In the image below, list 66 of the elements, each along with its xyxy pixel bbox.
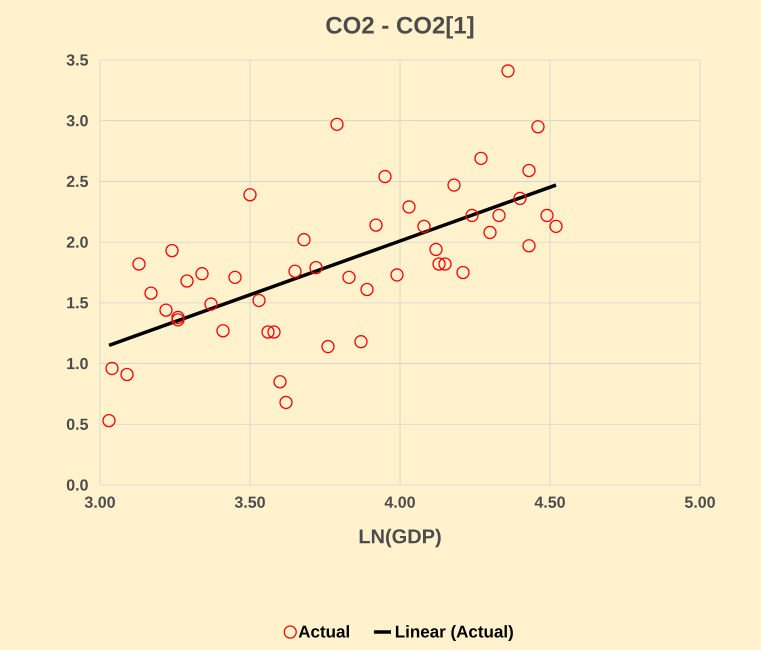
point xyxy=(417,220,431,233)
x-tick-label: 4.00 xyxy=(384,496,415,508)
chart-title: CO2 - CO2[1] xyxy=(326,16,474,38)
point xyxy=(456,266,470,280)
point xyxy=(474,152,488,165)
point xyxy=(402,200,416,214)
point xyxy=(540,208,554,222)
point xyxy=(447,178,461,192)
point xyxy=(144,286,158,300)
point xyxy=(432,257,446,271)
legend-label: Actual xyxy=(298,625,349,638)
y-tick-label: 1.0 xyxy=(67,358,88,370)
point xyxy=(120,368,134,382)
point xyxy=(261,325,275,339)
point xyxy=(378,170,392,184)
point xyxy=(171,313,185,326)
point xyxy=(342,270,356,284)
point xyxy=(360,282,374,296)
point xyxy=(354,335,368,348)
point xyxy=(429,242,443,256)
point xyxy=(228,270,242,284)
x-tick-label: 3.50 xyxy=(234,496,265,508)
y-tick-label: 1.5 xyxy=(67,297,88,308)
y-tick-label: 3.5 xyxy=(66,54,88,66)
point xyxy=(159,303,173,317)
y-tick-label: 2.5 xyxy=(66,176,88,188)
point xyxy=(243,188,257,202)
point xyxy=(522,239,536,252)
point xyxy=(252,294,266,308)
point xyxy=(267,325,281,339)
point xyxy=(549,220,563,233)
legend-label: Linear (Actual) xyxy=(396,625,513,641)
y-tick-label: 0.5 xyxy=(66,418,88,430)
point xyxy=(501,64,515,78)
point xyxy=(105,362,119,376)
point xyxy=(216,324,230,338)
point xyxy=(390,268,404,282)
point xyxy=(273,375,287,388)
point xyxy=(522,164,536,178)
point xyxy=(279,396,293,410)
point xyxy=(195,267,209,280)
point xyxy=(465,208,479,222)
point xyxy=(330,118,344,131)
point xyxy=(204,297,218,311)
y-tick-label: 0.0 xyxy=(66,479,88,491)
y-tick-label: 2.0 xyxy=(66,236,88,248)
point xyxy=(531,120,545,134)
point xyxy=(369,218,383,232)
y-tick-label: 3.0 xyxy=(66,115,88,126)
point xyxy=(132,257,146,271)
x-axis-title: LN(GDP) xyxy=(360,528,441,548)
x-tick-label: 3.00 xyxy=(84,496,115,508)
x-tick-label: 4.50 xyxy=(534,496,565,508)
point xyxy=(288,264,302,278)
point xyxy=(171,310,185,324)
point xyxy=(438,257,452,271)
point xyxy=(309,260,323,274)
point xyxy=(513,192,527,206)
point xyxy=(180,274,194,288)
point xyxy=(321,340,335,354)
point xyxy=(297,233,311,246)
point xyxy=(165,244,179,258)
point xyxy=(102,414,116,428)
x-tick-label: 5.00 xyxy=(684,496,715,508)
point xyxy=(483,226,497,240)
point xyxy=(492,208,506,222)
